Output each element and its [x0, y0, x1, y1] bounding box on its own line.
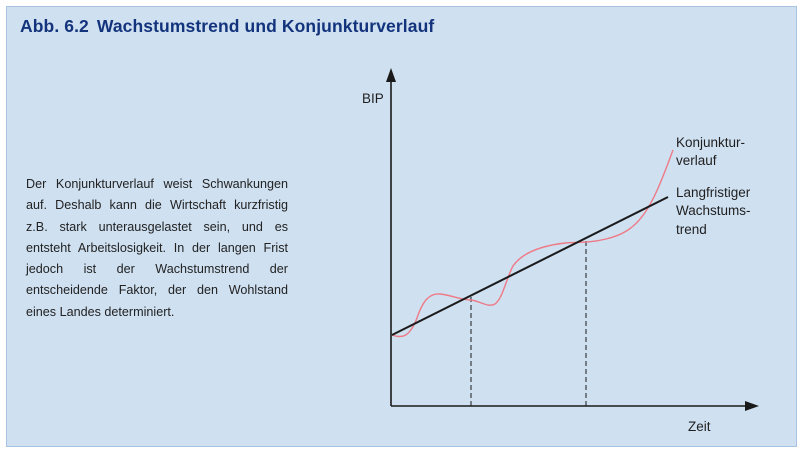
figure-title-text: Wachstumstrend und Konjunkturverlauf	[96, 16, 435, 36]
figure-panel	[6, 6, 797, 447]
description-text: Der Konjunkturverlauf weist Schwan­kunge…	[26, 177, 288, 319]
cycle-label-line-2: verlauf	[676, 153, 717, 168]
trend-label-line-3: trend	[676, 222, 707, 237]
trend-label-line-2: Wachstums-	[676, 203, 751, 218]
business-cycle-curve	[391, 149, 674, 338]
x-axis-arrowhead	[745, 401, 759, 411]
figure-title: Abb. 6.2 Wachstumstrend und Konjunkturver…	[20, 16, 434, 37]
growth-trend-line	[391, 196, 669, 336]
x-axis-label: Zeit	[688, 419, 711, 434]
y-axis-arrowhead	[386, 68, 396, 82]
y-axis-label: BIP	[362, 91, 384, 106]
figure-number: Abb. 6.2	[20, 16, 89, 36]
cycle-label-line-1: Konjunktur-	[676, 135, 745, 150]
trend-label-line-1: Langfristiger	[676, 185, 751, 200]
